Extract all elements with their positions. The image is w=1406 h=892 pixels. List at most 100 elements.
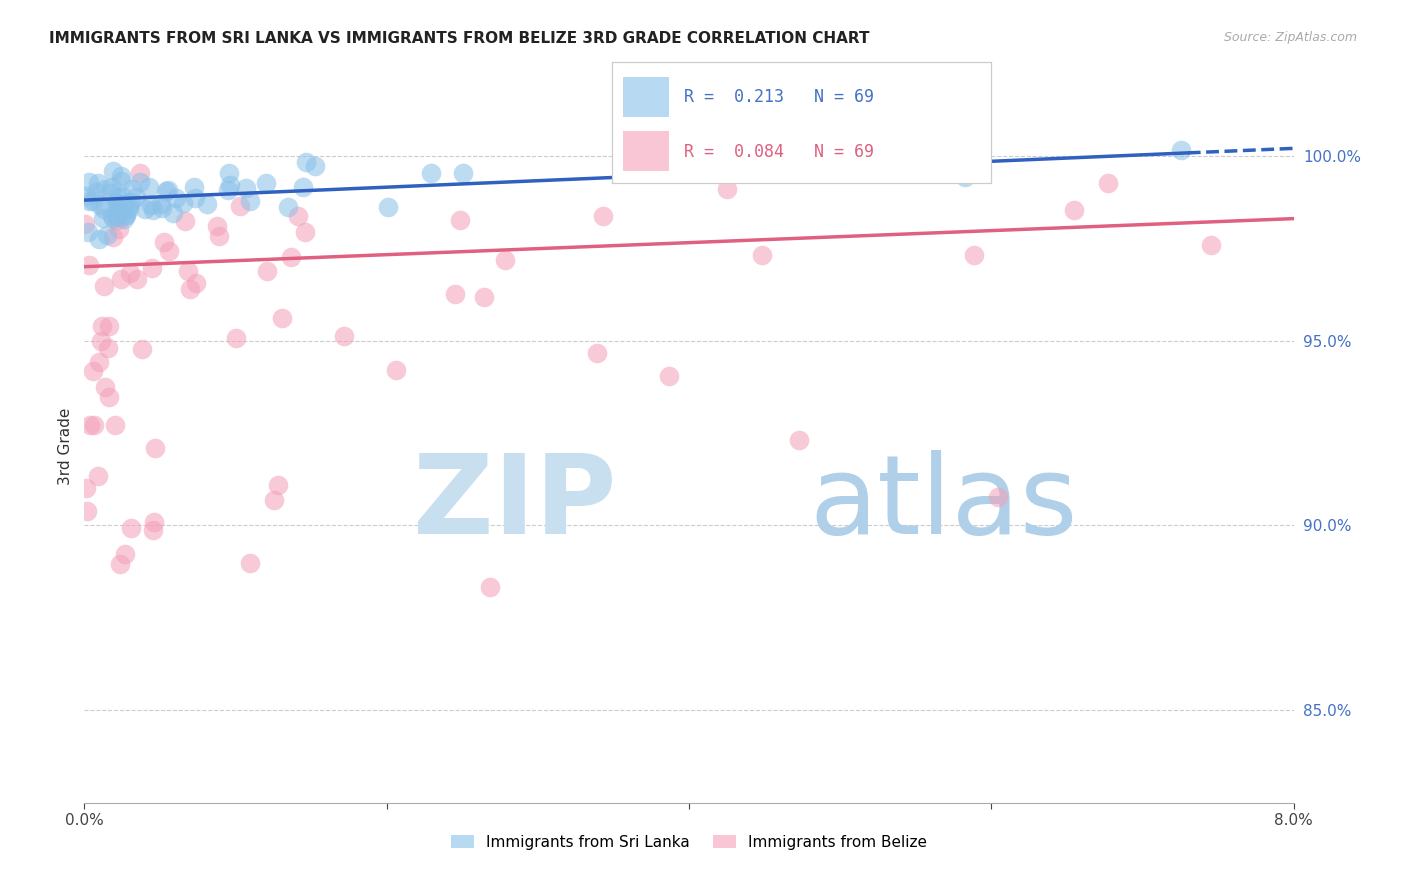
Point xyxy=(155,184,177,198)
Text: Source: ZipAtlas.com: Source: ZipAtlas.com xyxy=(1223,31,1357,45)
Point xyxy=(91,211,114,226)
Point xyxy=(89,354,111,368)
Point xyxy=(77,258,100,272)
Point xyxy=(118,266,141,280)
Point xyxy=(103,211,125,226)
Point xyxy=(134,202,156,216)
Point xyxy=(77,175,100,189)
Point xyxy=(142,202,165,217)
Point xyxy=(239,557,262,571)
Point xyxy=(97,319,120,334)
Point xyxy=(110,271,132,285)
Point xyxy=(145,442,167,456)
Point xyxy=(207,229,229,244)
Point xyxy=(963,247,986,261)
Point xyxy=(110,174,132,188)
Point xyxy=(105,195,128,210)
Point xyxy=(443,286,465,301)
Point xyxy=(165,191,187,205)
Point xyxy=(77,225,100,239)
Text: IMMIGRANTS FROM SRI LANKA VS IMMIGRANTS FROM BELIZE 3RD GRADE CORRELATION CHART: IMMIGRANTS FROM SRI LANKA VS IMMIGRANTS … xyxy=(49,31,870,46)
Bar xyxy=(623,131,669,171)
Point xyxy=(115,209,138,223)
Point xyxy=(176,264,198,278)
Point xyxy=(110,169,132,183)
Point xyxy=(118,202,141,216)
Point xyxy=(1170,143,1192,157)
Point xyxy=(152,235,174,250)
Point xyxy=(114,199,136,213)
Point xyxy=(107,199,129,213)
Point xyxy=(751,248,773,262)
Point xyxy=(114,547,136,561)
Point xyxy=(86,186,108,200)
Point xyxy=(143,516,166,530)
Point xyxy=(75,189,97,203)
Point xyxy=(270,310,292,325)
Point xyxy=(157,244,180,259)
Point xyxy=(183,180,205,194)
Point xyxy=(157,183,180,197)
Point xyxy=(291,180,314,194)
Point xyxy=(150,196,173,211)
Point xyxy=(79,418,101,433)
Point xyxy=(658,368,681,383)
Point xyxy=(453,166,475,180)
Point xyxy=(385,363,408,377)
Bar xyxy=(623,77,669,117)
Point xyxy=(125,271,148,285)
Point xyxy=(94,182,117,196)
Point xyxy=(107,211,129,225)
Point xyxy=(277,200,299,214)
Point xyxy=(955,169,977,184)
Text: atlas: atlas xyxy=(810,450,1078,557)
Point xyxy=(162,205,184,219)
Point xyxy=(150,201,173,215)
Point xyxy=(120,521,142,535)
Point xyxy=(184,277,207,291)
Point xyxy=(789,433,811,447)
Point xyxy=(82,194,104,209)
Point xyxy=(1063,202,1085,217)
Point xyxy=(129,166,152,180)
Point xyxy=(107,191,129,205)
Point xyxy=(811,154,834,169)
Point xyxy=(716,182,738,196)
Point xyxy=(115,208,138,222)
Point xyxy=(90,318,112,333)
Point xyxy=(1097,176,1119,190)
Point xyxy=(97,390,120,404)
Point xyxy=(294,225,316,239)
Point xyxy=(75,217,97,231)
Point xyxy=(280,251,302,265)
Point xyxy=(107,213,129,227)
Point xyxy=(108,197,131,211)
Point xyxy=(179,282,201,296)
Point xyxy=(267,478,290,492)
Point xyxy=(121,182,143,196)
Point xyxy=(217,183,239,197)
Point xyxy=(225,330,247,344)
Point xyxy=(96,227,118,242)
Point xyxy=(125,190,148,204)
Point xyxy=(105,210,128,224)
Point xyxy=(141,260,163,275)
Point xyxy=(333,329,356,343)
Point xyxy=(131,342,153,356)
Point xyxy=(494,253,516,268)
Point xyxy=(585,346,607,360)
Point xyxy=(89,198,111,212)
Point xyxy=(120,194,142,209)
Text: R =  0.213   N = 69: R = 0.213 N = 69 xyxy=(683,88,873,106)
Point xyxy=(77,194,100,208)
Point xyxy=(965,148,987,162)
Text: R =  0.084   N = 69: R = 0.084 N = 69 xyxy=(683,143,873,161)
Point xyxy=(100,186,122,201)
Point xyxy=(75,481,97,495)
Point xyxy=(82,364,104,378)
Point xyxy=(592,209,614,223)
Point xyxy=(172,196,194,211)
Point xyxy=(229,199,252,213)
Point xyxy=(287,209,309,223)
Point xyxy=(104,417,127,432)
